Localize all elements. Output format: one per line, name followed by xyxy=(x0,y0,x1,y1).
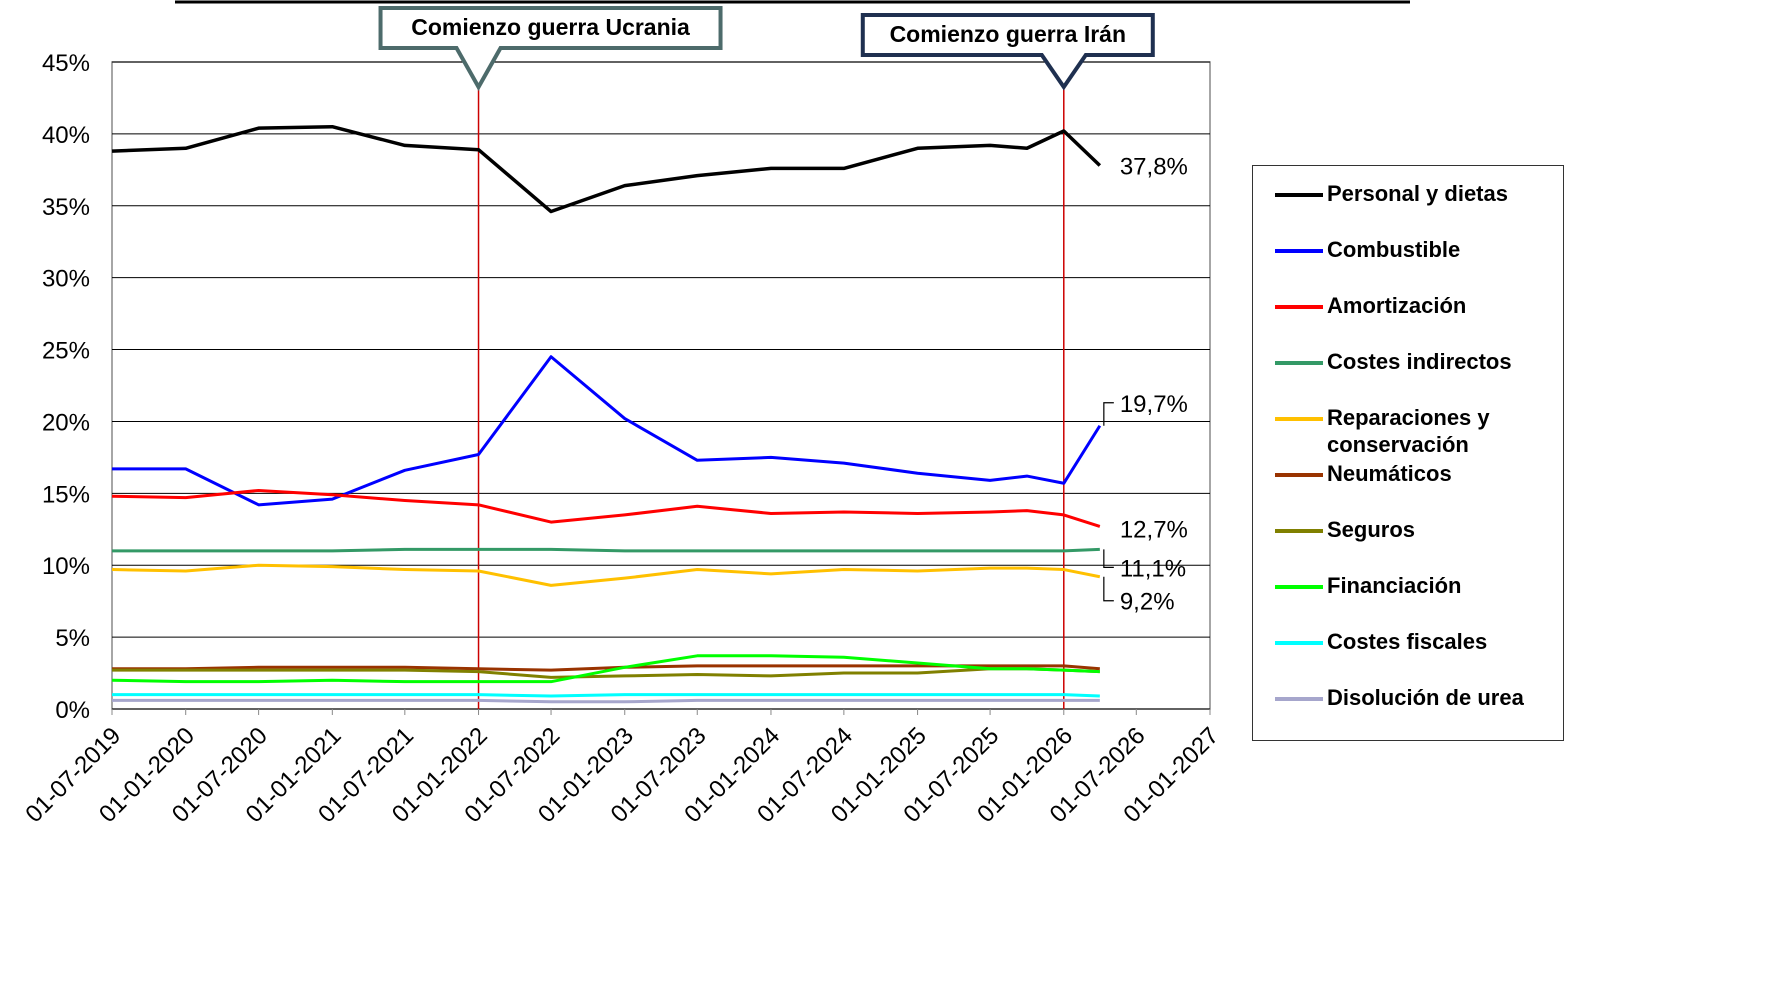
legend-label: Personal y dietas xyxy=(1327,181,1508,206)
y-tick-label: 40% xyxy=(42,122,90,149)
legend-label: Reparaciones y conservación xyxy=(1327,405,1490,457)
legend-swatch xyxy=(1275,305,1323,309)
y-tick-label: 45% xyxy=(42,50,90,77)
series-line xyxy=(112,698,1100,704)
y-tick-label: 10% xyxy=(42,553,90,580)
y-tick-label: 35% xyxy=(42,194,90,221)
data-label: 19,7% xyxy=(1120,391,1188,418)
data-label: 37,8% xyxy=(1120,154,1188,181)
legend-entry: Seguros xyxy=(1253,516,1563,572)
legend-entry: Combustible xyxy=(1253,236,1563,292)
plot-border xyxy=(111,61,1211,710)
data-label: 11,1% xyxy=(1120,555,1186,582)
legend-label: Disolución de urea xyxy=(1327,685,1524,710)
series-line xyxy=(112,664,1100,672)
y-tick-label: 0% xyxy=(55,697,90,724)
legend-swatch xyxy=(1275,529,1323,533)
series-line xyxy=(111,488,1101,528)
leader-line xyxy=(1103,549,1114,569)
y-tick-label: 25% xyxy=(42,338,90,365)
legend-label: Amortización xyxy=(1327,293,1467,318)
series-line xyxy=(112,547,1100,553)
legend-swatch xyxy=(1275,361,1323,365)
data-label: 12,7% xyxy=(1120,516,1188,543)
series-line xyxy=(111,124,1102,214)
legend-label: Seguros xyxy=(1327,517,1416,542)
legend-entry: Personal y dietas xyxy=(1253,180,1563,236)
legend-label: Costes indirectos xyxy=(1327,349,1512,374)
legend-swatch xyxy=(1275,473,1323,477)
series-line xyxy=(112,355,1102,507)
legend-swatch xyxy=(1275,249,1323,253)
series-line xyxy=(112,693,1100,698)
legend-entry: Disolución de urea xyxy=(1253,684,1563,740)
callout xyxy=(378,6,723,92)
legend-entry: Neumáticos xyxy=(1253,460,1563,516)
data-label: 9,2% xyxy=(1120,589,1175,616)
legend-swatch xyxy=(1275,417,1323,421)
legend-entry: Financiación xyxy=(1253,572,1563,628)
legend-label: Combustible xyxy=(1327,237,1461,262)
leader-line xyxy=(1103,402,1114,426)
legend-swatch xyxy=(1275,585,1323,589)
legend-label: Costes fiscales xyxy=(1327,629,1488,654)
leader-line xyxy=(1103,576,1114,602)
legend-label: Financiación xyxy=(1327,573,1462,598)
annotation: Comienzo guerra Irán xyxy=(890,21,1126,47)
legend-swatch xyxy=(1275,697,1323,701)
annotation: Comienzo guerra Ucrania xyxy=(411,14,690,40)
legend-entry: Reparaciones y conservación xyxy=(1253,404,1563,460)
legend-entry: Costes fiscales xyxy=(1253,628,1563,684)
y-tick-label: 20% xyxy=(42,409,90,436)
y-tick-label: 5% xyxy=(55,625,90,652)
series-line xyxy=(111,563,1101,587)
legend: Personal y dietas Combustible Amortización… xyxy=(1252,165,1564,741)
legend-label: Neumáticos xyxy=(1327,461,1452,486)
legend-swatch xyxy=(1275,193,1323,197)
callout xyxy=(860,13,1155,91)
legend-entry: Costes indirectos xyxy=(1253,348,1563,404)
y-tick-label: 15% xyxy=(42,481,90,508)
series-line xyxy=(111,654,1100,684)
y-tick-label: 30% xyxy=(42,266,90,293)
legend-entry: Amortización xyxy=(1253,292,1563,348)
legend-swatch xyxy=(1275,641,1323,645)
